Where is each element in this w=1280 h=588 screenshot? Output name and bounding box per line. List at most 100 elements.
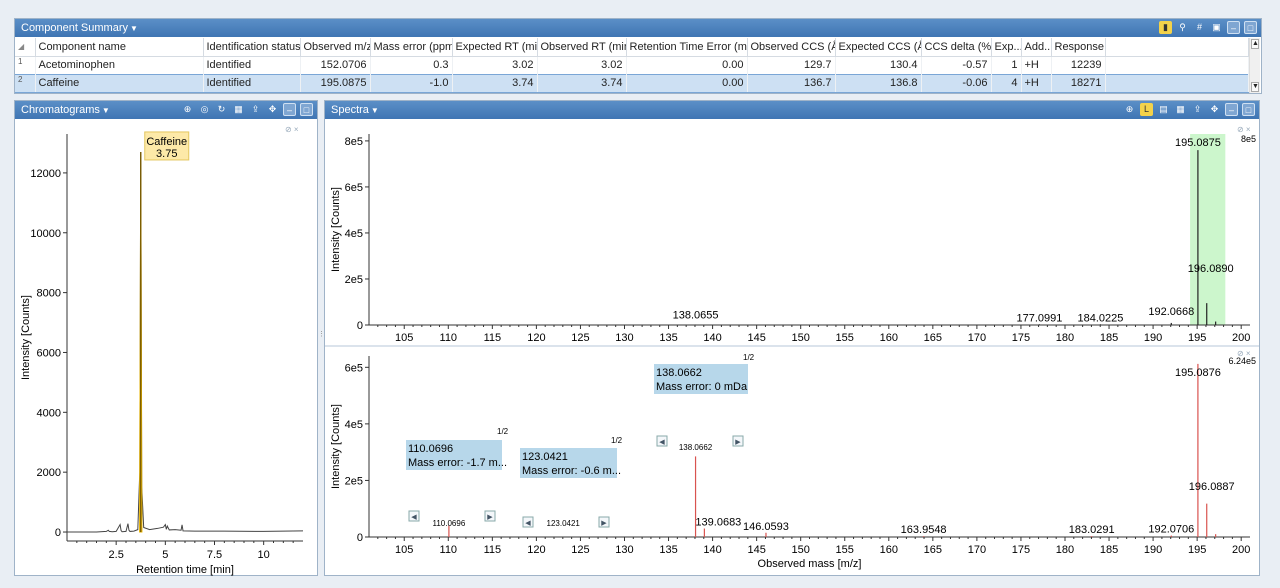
column-header[interactable]: Identification status [203, 38, 301, 57]
prev-arrow-glyph: ◀ [411, 514, 417, 521]
label-icon[interactable]: L [1140, 103, 1153, 116]
x-tick-label: 110 [440, 332, 458, 344]
peak-mz-label: 195.0876 [1175, 367, 1221, 379]
export-icon[interactable]: ⇪ [1193, 104, 1202, 114]
maximize-button[interactable]: □ [1242, 103, 1255, 116]
cell-component-name[interactable]: Caffeine [35, 73, 204, 93]
move-icon[interactable]: ✥ [1210, 104, 1219, 114]
dropdown-caret-icon[interactable]: ▼ [101, 106, 110, 115]
cell-status[interactable]: Identified [203, 56, 301, 74]
cell-ccs-delta[interactable]: -0.57 [921, 56, 992, 74]
x-tick-label: 200 [1232, 332, 1250, 344]
x-tick-label: 190 [1144, 544, 1162, 556]
minimize-button[interactable]: – [283, 103, 296, 116]
cell-ccs-delta[interactable]: -0.06 [921, 73, 992, 93]
table-icon[interactable]: ▦ [234, 104, 243, 114]
component-summary-panel: Component Summary ▼ ▮ ⚲ # ▣ – □ ◢ Compone… [14, 18, 1262, 94]
column-header[interactable]: Response [1051, 38, 1106, 57]
component-summary-title[interactable]: Component Summary [21, 22, 128, 34]
cell-mass-error[interactable]: 0.3 [370, 56, 453, 74]
table-row[interactable]: 1 Acetominophen Identified 152.0706 0.3 … [15, 56, 1249, 74]
cell-exp[interactable]: 1 [991, 56, 1022, 74]
minimize-button[interactable]: – [1225, 103, 1238, 116]
x-tick-label: 165 [924, 332, 942, 344]
x-tick-label: 7.5 [207, 549, 222, 561]
prev-arrow-icon [656, 435, 668, 447]
cell-expected-rt[interactable]: 3.74 [452, 73, 538, 93]
filter-icon[interactable]: ⚲ [1179, 22, 1186, 32]
table-row-selected[interactable]: 2 Caffeine Identified 195.0875 -1.0 3.74… [15, 73, 1249, 93]
refresh-icon[interactable]: ↻ [217, 104, 226, 114]
highlight-window [1190, 134, 1226, 325]
scroll-up-icon[interactable]: ▲ [1251, 39, 1259, 49]
chromatograms-titlebar[interactable]: Chromatograms ▼ ⊕ ◎ ↻ ▦ ⇪ ✥ – □ [15, 101, 317, 119]
overlay-icon[interactable]: ◎ [200, 104, 209, 114]
x-tick-label: 105 [395, 332, 413, 344]
splitter-handle[interactable]: ⋮ [318, 331, 325, 338]
cell-adduct[interactable]: +H [1021, 73, 1052, 93]
annotation-mz: 123.0421 [522, 451, 568, 463]
cell-observed-ccs[interactable]: 136.7 [747, 73, 836, 93]
table-icon[interactable]: ▦ [1176, 104, 1185, 114]
column-header[interactable]: Expected RT (min) [452, 38, 538, 57]
cell-response[interactable]: 12239 [1051, 56, 1106, 74]
spectra-charts[interactable]: 0 2e5 4e5 6e5 8e5 105 110 115 120 125 130 135 140 145… [325, 120, 1259, 576]
cell-rt-error[interactable]: 0.00 [626, 73, 748, 93]
y-tick-label: 10000 [30, 228, 61, 240]
column-header[interactable]: Component name [35, 38, 204, 57]
column-header[interactable]: Observed m/z [300, 38, 371, 57]
cell-component-name[interactable]: Acetominophen [35, 56, 204, 74]
cell-observed-rt[interactable]: 3.74 [537, 73, 627, 93]
component-summary-titlebar[interactable]: Component Summary ▼ ▮ ⚲ # ▣ – □ [15, 19, 1261, 37]
zoom-icon[interactable]: ⊕ [183, 104, 192, 114]
dropdown-caret-icon[interactable]: ▼ [130, 24, 138, 33]
column-header[interactable]: Add... [1021, 38, 1052, 57]
maximize-button[interactable]: □ [300, 103, 313, 116]
spectra-title[interactable]: Spectra [331, 104, 369, 116]
dropdown-caret-icon[interactable]: ▼ [370, 106, 379, 115]
x-tick-label: 180 [1056, 332, 1074, 344]
spectra-titlebar[interactable]: Spectra ▼ ⊕ L ▤ ▦ ⇪ ✥ – □ [325, 101, 1259, 119]
cell-expected-ccs[interactable]: 136.8 [835, 73, 922, 93]
corner-cell[interactable]: ◢ [15, 38, 36, 57]
column-header[interactable]: Observed RT (min) [537, 38, 627, 57]
x-tick-label: 180 [1056, 544, 1074, 556]
move-icon[interactable]: ✥ [268, 104, 277, 114]
column-header[interactable]: Exp... [991, 38, 1022, 57]
column-header[interactable]: Observed CCS (Å²) [747, 38, 836, 57]
cell-observed-mz[interactable]: 195.0875 [300, 73, 371, 93]
column-header[interactable]: Retention Time Error (min) [626, 38, 748, 57]
zoom-icon[interactable]: ⊕ [1125, 104, 1134, 114]
column-header[interactable]: Expected CCS (Å²) [835, 38, 922, 57]
cell-exp[interactable]: 4 [991, 73, 1022, 93]
column-header[interactable]: CCS delta (%) [921, 38, 992, 57]
pin-icon: ⊘ × [1237, 349, 1251, 358]
export-icon[interactable]: ⇪ [251, 104, 260, 114]
cell-status[interactable]: Identified [203, 73, 301, 93]
export-icon[interactable]: ▣ [1212, 22, 1221, 32]
cell-rt-error[interactable]: 0.00 [626, 56, 748, 74]
scroll-down-icon[interactable]: ▼ [1251, 82, 1259, 92]
minimize-button[interactable]: – [1227, 21, 1240, 34]
chromatograms-title[interactable]: Chromatograms [21, 104, 100, 116]
cell-adduct[interactable]: +H [1021, 56, 1052, 74]
cell-expected-rt[interactable]: 3.02 [452, 56, 538, 74]
maximize-button[interactable]: □ [1244, 21, 1257, 34]
centroid-icon[interactable]: ▤ [1159, 104, 1168, 114]
cell-expected-ccs[interactable]: 130.4 [835, 56, 922, 74]
vertical-scrollbar[interactable]: ▲ ▼ [1249, 38, 1260, 93]
x-tick-label: 165 [924, 544, 942, 556]
column-header[interactable]: Mass error (ppm) [370, 38, 453, 57]
table-header-row: ◢ Component name Identification status O… [15, 38, 1249, 57]
grid-icon[interactable]: # [1196, 22, 1202, 32]
cell-mass-error[interactable]: -1.0 [370, 73, 453, 93]
cell-observed-ccs[interactable]: 129.7 [747, 56, 836, 74]
cell-observed-mz[interactable]: 152.0706 [300, 56, 371, 74]
y-tick-label: 6e5 [345, 182, 363, 194]
highlight-icon[interactable]: ▮ [1159, 21, 1172, 34]
x-tick-label: 185 [1100, 332, 1118, 344]
cell-response[interactable]: 18271 [1051, 73, 1106, 93]
annotation-page: 1/2 [611, 436, 623, 445]
cell-observed-rt[interactable]: 3.02 [537, 56, 627, 74]
chromatogram-chart[interactable]: 0 2000 4000 6000 8000 10000 12000 2.5 5 7.5 10 Rete… [15, 120, 317, 576]
